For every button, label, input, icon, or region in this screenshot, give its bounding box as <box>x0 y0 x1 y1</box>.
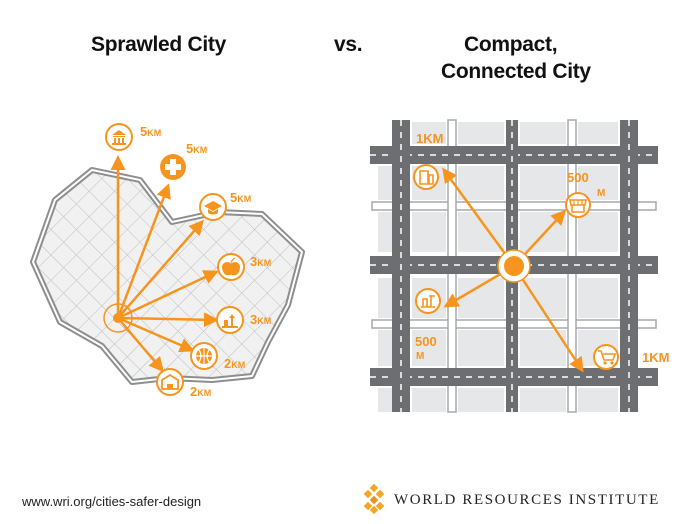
label-sports-distance: 2KM <box>224 356 245 371</box>
city-comparison-diagram: 5KM 5KM 5KM 3KM 3KM 2KM 2KM <box>30 119 669 413</box>
playground-icon <box>415 288 441 314</box>
sprawled-city-title: Sprawled City <box>91 33 226 56</box>
label-playground-distance: 500 <box>415 334 437 349</box>
label-hospital-distance: 5KM <box>186 141 207 156</box>
sprawl-home-point <box>113 313 123 323</box>
arrow-to-office <box>442 167 516 267</box>
sprawl-boundary <box>30 167 305 385</box>
arrow-to-office <box>117 317 164 373</box>
sprawl-home-ring <box>103 303 133 333</box>
arrow-to-hospital <box>116 183 171 319</box>
hospital-cross-icon <box>160 154 186 180</box>
arrow-to-playground <box>117 312 219 328</box>
compact-city: 1KM 500 M 500 M 1KM <box>370 119 669 413</box>
label-bank-distance: 5KM <box>140 124 161 139</box>
apple-icon <box>217 253 245 281</box>
compact-home-point <box>504 256 524 276</box>
arrow-to-grocery <box>117 270 219 320</box>
basketball-icon <box>190 342 218 370</box>
label-office-distance: 2KM <box>190 384 211 399</box>
compact-city-title-line2: Connected City <box>441 60 591 83</box>
market-stall-icon <box>565 192 591 218</box>
footer-url: www.wri.org/cities-safer-design <box>22 494 202 509</box>
playground-icon <box>216 306 244 334</box>
building-icon <box>156 368 184 396</box>
wri-logo-icon <box>363 484 385 514</box>
versus-label: vs. <box>334 33 363 56</box>
label-playground-distance: 3KM <box>250 312 271 327</box>
sprawl-arrows <box>110 155 219 373</box>
compact-city-title-line1: Compact, <box>464 33 558 56</box>
compact-arrows <box>442 167 584 373</box>
arrow-to-shop <box>512 265 584 373</box>
major-roads <box>370 120 658 412</box>
label-shop-distance: 1KM <box>642 350 669 365</box>
label-school-distance: 5KM <box>230 190 251 205</box>
shopping-cart-icon <box>593 344 619 370</box>
arrow-to-school <box>117 219 204 319</box>
wri-organization-name: WORLD RESOURCES INSTITUTE <box>394 492 660 508</box>
label-playground-unit: M <box>416 351 424 362</box>
bank-icon <box>105 123 133 151</box>
label-market-unit: M <box>597 188 605 199</box>
building-icon <box>413 164 439 190</box>
label-office-distance: 1KM <box>416 131 443 146</box>
sprawled-city: 5KM 5KM 5KM 3KM 3KM 2KM 2KM <box>30 123 305 399</box>
graduation-cap-icon <box>199 193 227 221</box>
label-grocery-distance: 3KM <box>250 254 271 269</box>
label-market-distance: 500 <box>567 170 589 185</box>
